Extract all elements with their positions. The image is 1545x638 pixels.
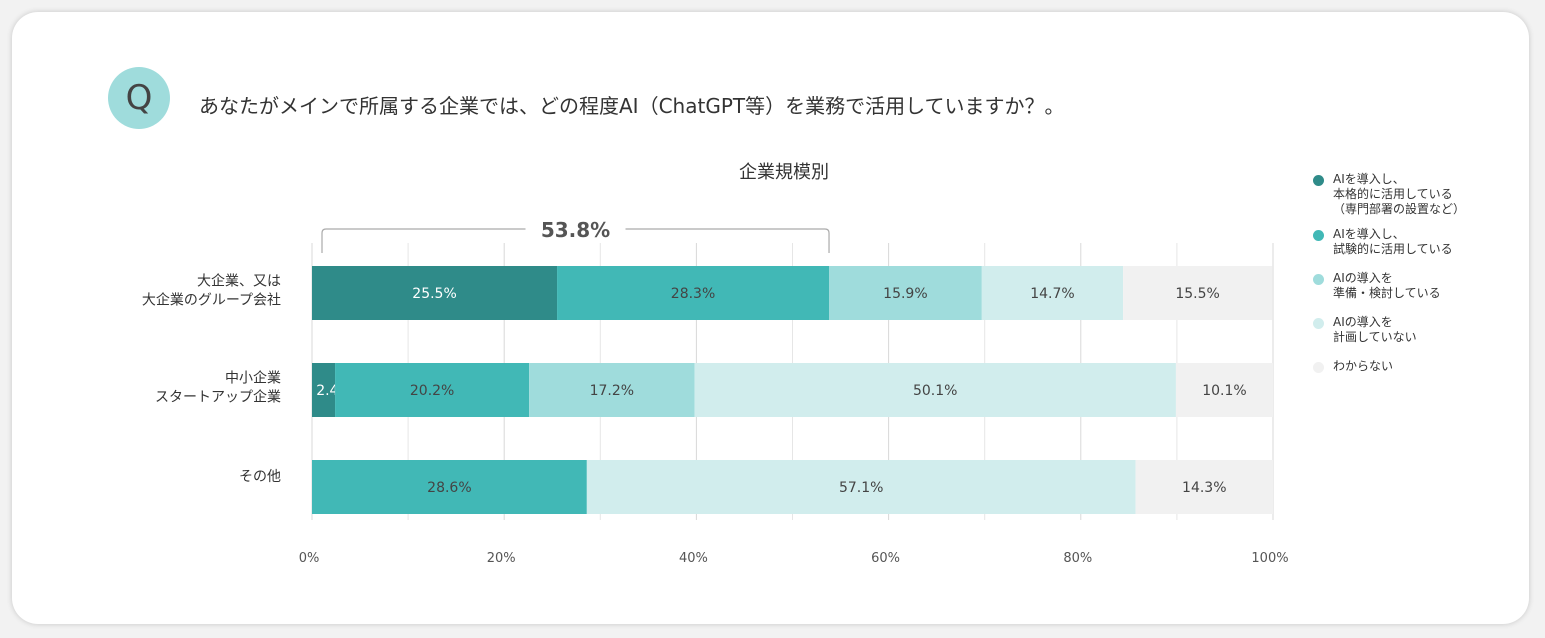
legend-swatch [1313,318,1324,329]
category-label: その他 [239,469,281,485]
category-label: 大企業のグループ会社 [142,292,281,309]
legend-item: AIの導入を 準備・検討している [1313,271,1513,301]
bar-segment [335,363,530,417]
data-label: 14.7% [1030,286,1074,302]
data-label: 10.1% [1202,383,1246,399]
bar-segment [829,266,982,320]
data-label: 20.2% [410,383,454,399]
bar-segment [1123,266,1273,320]
data-label: 28.6% [427,480,471,496]
legend-swatch [1313,175,1324,186]
data-label: 25.5% [412,286,456,302]
legend-item: AIを導入し、 本格的に活用している （専門部署の設置など） [1313,172,1513,217]
x-tick-label: 80% [1063,551,1092,566]
bar-segment [1135,460,1273,514]
legend-label: わからない [1333,359,1394,373]
bar-segment [586,460,1136,514]
legend-swatch [1313,362,1324,373]
data-label: 15.9% [883,286,927,302]
bar-segment [557,266,830,320]
bar-segment [529,363,695,417]
question-text: あなたがメインで所属する企業では、どの程度AI（ChatGPT等）を業務で活用し… [199,94,1065,118]
bar-segment [981,266,1124,320]
x-tick-label: 0% [299,551,320,566]
bar-segment [694,363,1176,417]
legend-label: AIを導入し、 試験的に活用している [1333,227,1453,256]
bar-segment [312,266,558,320]
legend: AIを導入し、 本格的に活用している （専門部署の設置など） AIを導入し、 試験… [1313,172,1513,374]
question-badge: Q [108,67,170,129]
annotation-bracket [321,228,830,253]
legend-label: AIを導入し、 本格的に活用している （専門部署の設置など） [1333,172,1466,216]
x-tick-label: 20% [487,551,516,566]
annotation-label: 53.8% [541,218,610,242]
legend-swatch [1313,274,1324,285]
data-label: 14.3% [1182,480,1226,496]
category-label: 大企業、又は [197,273,281,290]
x-tick-label: 40% [679,551,708,566]
data-label: 17.2% [590,383,634,399]
bar-segment [312,460,587,514]
chart-title: 企業規模別 [739,162,829,183]
data-label: 15.5% [1175,286,1219,302]
category-label: スタートアップ企業 [155,389,281,406]
legend-swatch [1313,230,1324,241]
data-label: 50.1% [913,383,957,399]
data-label: 57.1% [839,480,883,496]
legend-label: AIの導入を 準備・検討している [1333,271,1441,300]
data-label: 28.3% [671,286,715,302]
legend-item: わからない [1313,359,1513,374]
legend-item: AIを導入し、 試験的に活用している [1313,227,1513,257]
legend-item: AIの導入を 計画していない [1313,315,1513,345]
x-tick-label: 60% [871,551,900,566]
bar-segment [1175,363,1273,417]
bar-segment [312,363,336,417]
legend-label: AIの導入を 計画していない [1333,315,1417,344]
category-label: 中小企業 [225,370,281,387]
x-tick-label: 100% [1251,551,1288,566]
